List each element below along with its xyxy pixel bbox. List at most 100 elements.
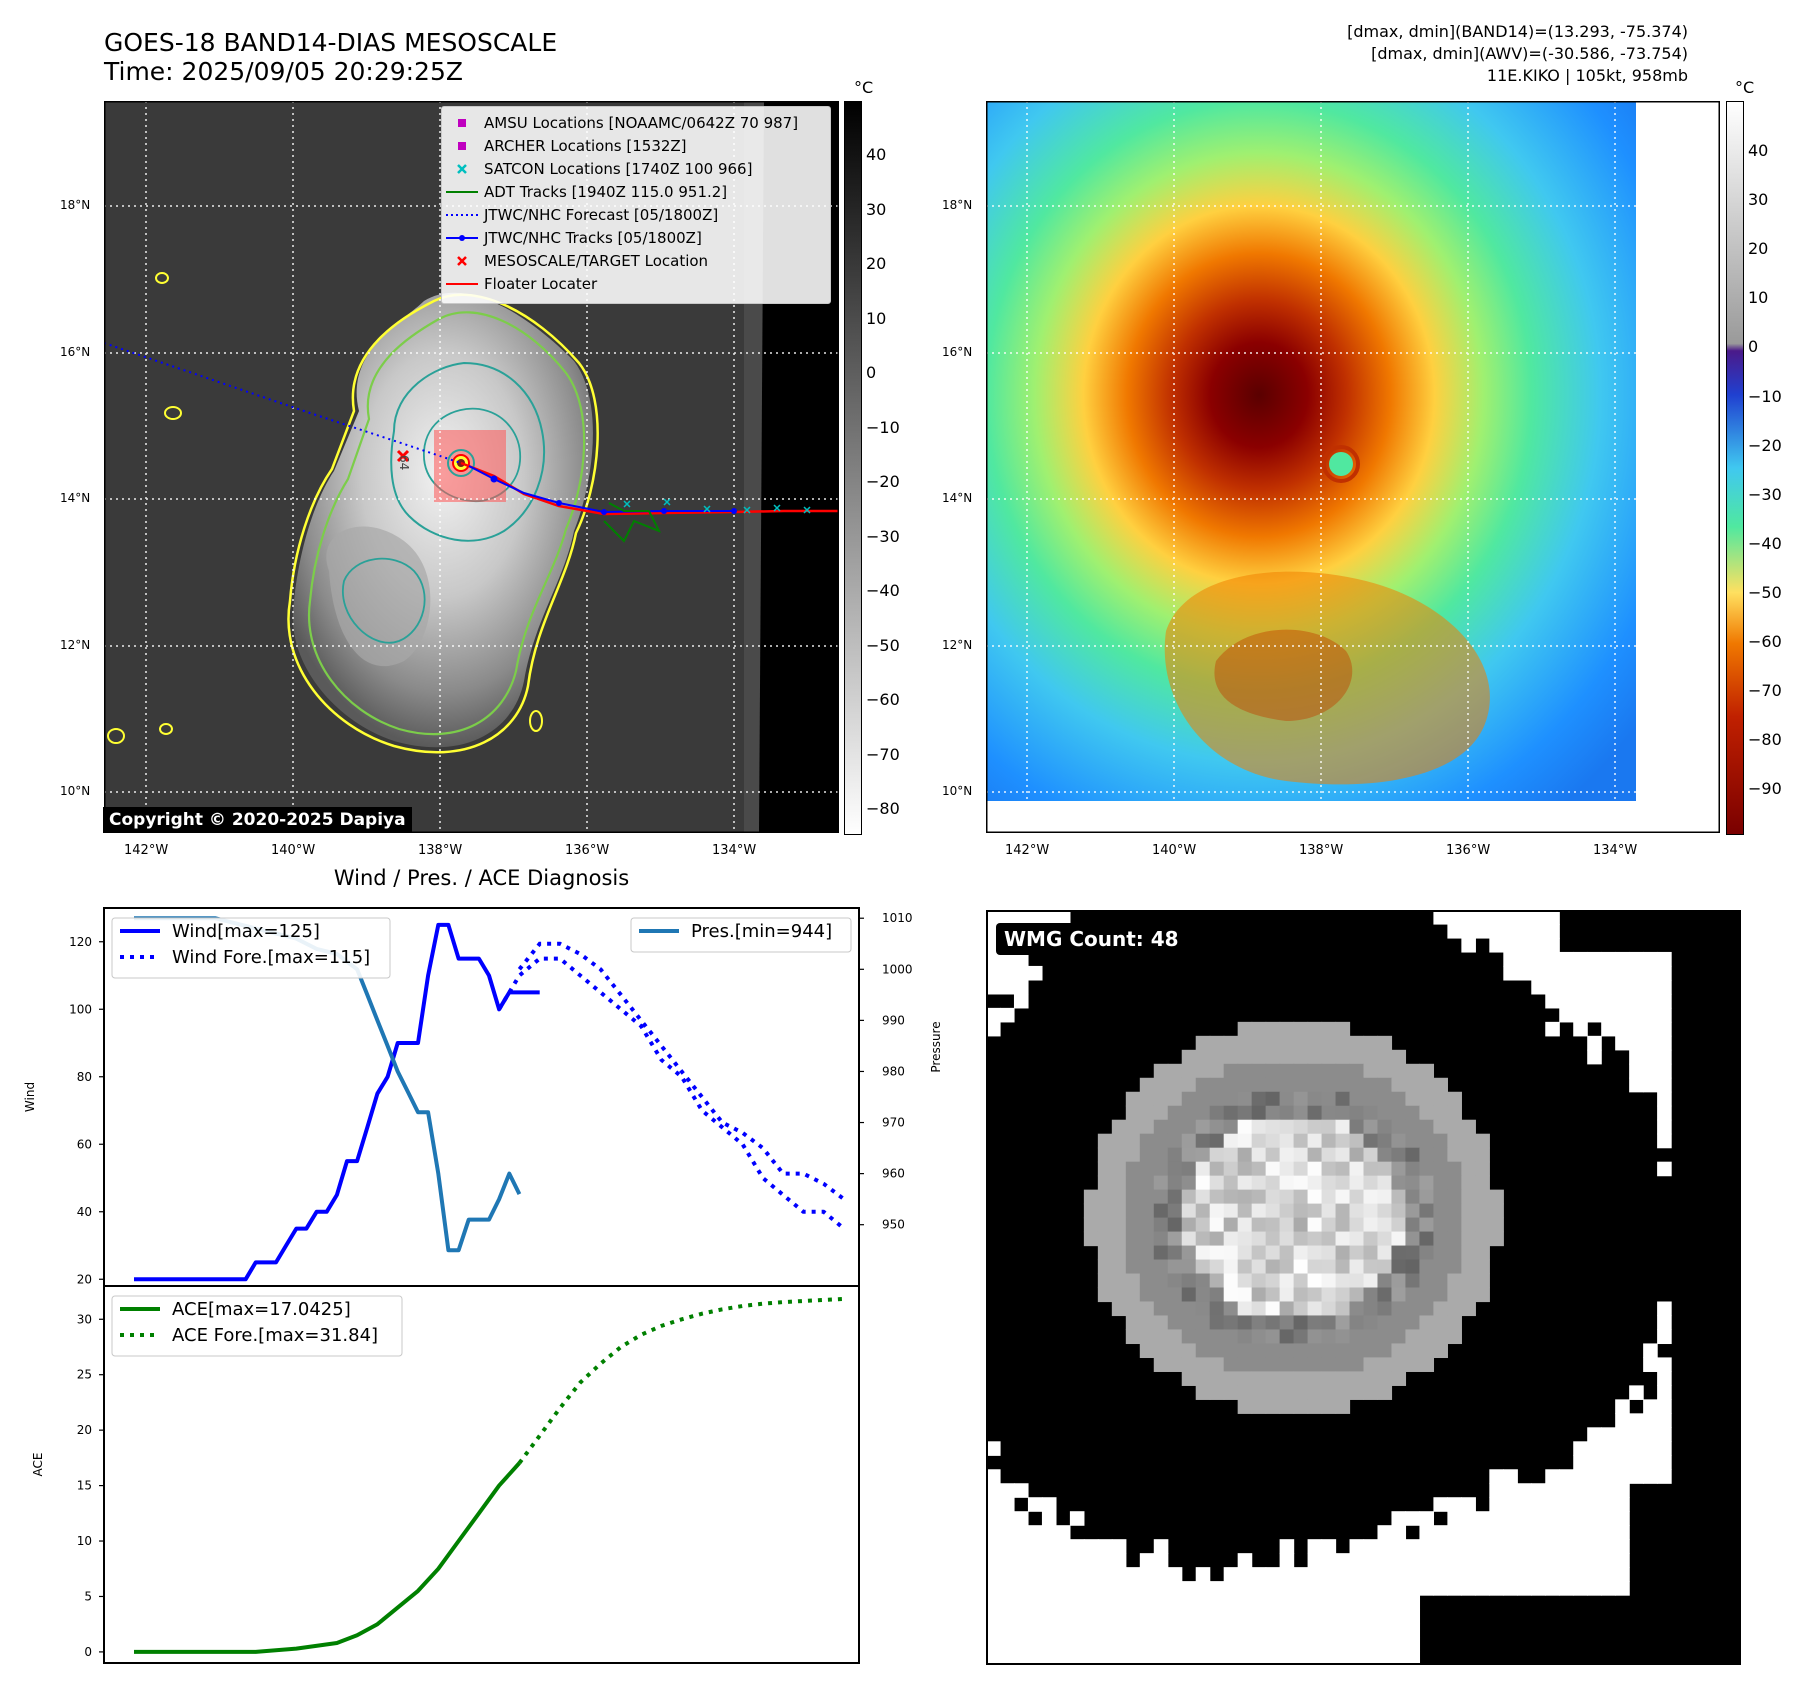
chart-title: GOES-18 BAND14-DIAS MESOSCALE	[104, 28, 558, 57]
legend-symbol-line	[446, 190, 478, 193]
colorbar-tick-right: 10	[1748, 288, 1769, 308]
ace-ytick-label: 10	[77, 1534, 92, 1548]
colorbar-tick-left: 20	[866, 254, 887, 273]
lon-label-left: 140°W	[271, 843, 316, 858]
colorbar-tick-right: 30	[1748, 190, 1769, 210]
colorbar-tick-right: 0	[1748, 337, 1759, 357]
colorbar-tick-left: −60	[866, 690, 900, 709]
pressure-ytick-label: 980	[882, 1064, 905, 1078]
legend-text: Pres.[min=944]	[691, 921, 832, 942]
legend-label: JTWC/NHC Forecast [05/1800Z]	[484, 205, 719, 224]
lon-label-right: 140°W	[1152, 843, 1197, 858]
colorbar-tick-left: −80	[866, 799, 900, 818]
ace-ytick-label: 5	[84, 1589, 92, 1603]
pressure-legend: Pres.[min=944]	[630, 917, 852, 953]
wind-ytick-label: 40	[77, 1205, 92, 1219]
colorbar-tick-left: 40	[866, 145, 887, 164]
lat-label-left: 10°N	[60, 784, 91, 798]
colorbar-tick-right: −20	[1748, 435, 1782, 455]
lat-label-right: 12°N	[942, 638, 973, 652]
wind-forecast-series-line	[497, 956, 846, 1231]
legend-text: ACE Fore.[max=31.84]	[172, 1325, 378, 1346]
wind-ytick-label: 60	[77, 1137, 92, 1151]
lat-label-left: 16°N	[60, 345, 91, 359]
lon-label-left: 134°W	[712, 843, 757, 858]
ace-ytick-label: 20	[77, 1423, 92, 1437]
legend-text: Wind[max=125]	[172, 921, 320, 942]
ace-ytick-label: 15	[77, 1479, 92, 1493]
pressure-ytick-label: 960	[882, 1167, 905, 1181]
colorbar-tick-left: 10	[866, 308, 887, 328]
wmg-panel	[986, 910, 1741, 1665]
legend-symbol-linedot	[446, 234, 478, 241]
colorbar-tick-right: −90	[1748, 779, 1782, 799]
wind-series-line	[134, 922, 540, 1282]
ace-series-line	[134, 1461, 521, 1654]
ace-plot-frame	[103, 1285, 860, 1664]
info-storm: 11E.KIKO | 105kt, 958mb	[1486, 66, 1688, 85]
copyright-label: Copyright © 2020-2025 Dapiya	[103, 807, 412, 833]
legend-label: MESOSCALE/TARGET Location	[484, 251, 709, 270]
wind-ytick-label: 20	[77, 1272, 92, 1286]
colorbar-tick-right: −70	[1748, 681, 1782, 701]
colorbar-tick-left: 0	[866, 363, 877, 382]
lon-label-left: 136°W	[565, 843, 610, 858]
info-awv: [dmax, dmin](AWV)=(-30.586, -73.754)	[1371, 44, 1688, 63]
legend-label: Floater Locater	[484, 274, 598, 293]
legend-label: ARCHER Locations [1532Z]	[484, 136, 687, 155]
ace-forecast-series-line	[517, 1296, 845, 1465]
lon-label-right: 138°W	[1299, 843, 1344, 858]
colorbar-unit-right: °C	[1735, 78, 1755, 97]
wmg-frame	[986, 910, 1741, 1665]
pressure-ytick-label: 950	[882, 1218, 905, 1232]
legend-entry: JTWC/NHC Forecast [05/1800Z]	[442, 203, 830, 226]
colorbar-tick-right: −10	[1748, 386, 1782, 406]
legend-symbol-square	[458, 118, 466, 127]
pressure-ytick-label: 1000	[882, 962, 913, 976]
wmg-count-badge: WMG Count: 48	[996, 923, 1187, 955]
legend-symbol-x	[457, 255, 467, 266]
legend-entry: ARCHER Locations [1532Z]	[442, 134, 830, 157]
legend-text: ACE[max=17.0425]	[172, 1299, 351, 1320]
wind-legend: Wind[max=125] Wind Fore.[max=115]	[111, 917, 391, 979]
pressure-axis-label: Pressure	[929, 1021, 943, 1072]
chart-time: Time: 2025/09/05 20:29:25Z	[104, 57, 463, 86]
legend-symbol-square	[458, 141, 466, 150]
wind-ytick-label: 120	[69, 935, 92, 949]
colorbar-tick-right: −40	[1748, 533, 1782, 553]
colorbar-tick-left: −30	[866, 526, 900, 546]
legend-label: ADT Tracks [1940Z 115.0 951.2]	[484, 182, 728, 201]
legend-entry: MESOSCALE/TARGET Location	[442, 249, 830, 272]
colorbar-tick-right: −30	[1748, 484, 1782, 504]
colorbar-left	[844, 101, 862, 835]
legend-entry: ADT Tracks [1940Z 115.0 951.2]	[442, 180, 830, 203]
colorbar-tick-right: 20	[1748, 239, 1769, 259]
legend-label: AMSU Locations [NOAAMC/0642Z 70 987]	[484, 113, 799, 132]
legend-text: Wind Fore.[max=115]	[172, 947, 370, 968]
pressure-ytick-label: 1010	[882, 911, 913, 925]
ace-legend: ACE[max=17.0425] ACE Fore.[max=31.84]	[111, 1295, 403, 1357]
colorbar-tick-right: −60	[1748, 632, 1782, 651]
legend-label: SATCON Locations [1740Z 100 966]	[484, 159, 753, 178]
ace-ytick-label: 30	[77, 1312, 92, 1326]
map-legend: AMSU Locations [NOAAMC/0642Z 70 987] ARCH…	[441, 106, 831, 304]
lon-label-left: 142°W	[124, 843, 169, 858]
wind-ytick-label: 100	[69, 1002, 92, 1016]
lon-label-right: 134°W	[1593, 843, 1638, 858]
lat-label-right: 10°N	[942, 784, 973, 798]
lat-label-right: 14°N	[942, 491, 973, 505]
lon-label-right: 136°W	[1446, 843, 1491, 858]
awv-map	[986, 101, 1720, 833]
wind-axis-label: Wind	[23, 1082, 37, 1112]
colorbar-tick-left: −40	[866, 581, 900, 600]
colorbar-tick-right: 40	[1748, 141, 1769, 160]
legend-symbol-line	[446, 282, 478, 285]
lat-label-right: 18°N	[942, 198, 973, 212]
colorbar-tick-left: −70	[866, 744, 900, 764]
colorbar-tick-left: 30	[866, 199, 887, 219]
lat-label-left: 12°N	[60, 638, 91, 652]
ace-ytick-label: 0	[84, 1645, 92, 1659]
pressure-forecast-series-line	[517, 941, 846, 1201]
legend-entry: JTWC/NHC Tracks [05/1800Z]	[442, 226, 830, 249]
lon-label-right: 142°W	[1005, 843, 1050, 858]
